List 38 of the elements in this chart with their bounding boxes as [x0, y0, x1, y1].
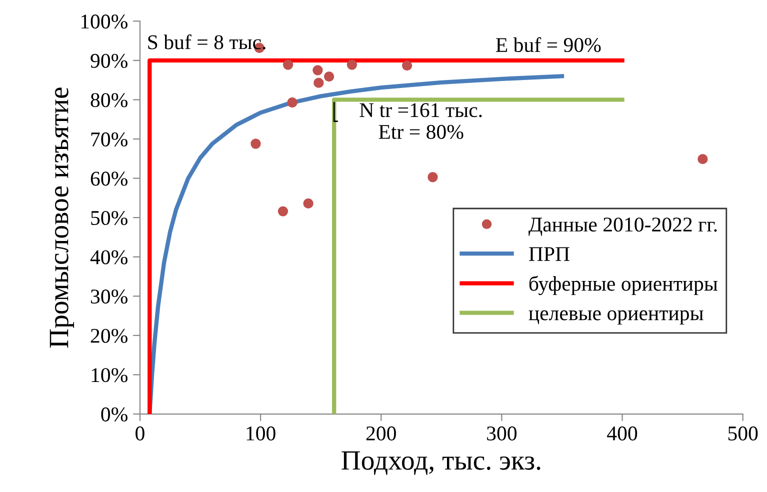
annotation: N tr =161 тыс. Etr = 80%: [360, 103, 482, 140]
x-tick-label: 100: [246, 426, 276, 440]
point: [312, 65, 323, 76]
y-tick-label: 50%: [91, 210, 128, 226]
y-tick-label: 0%: [101, 407, 128, 422]
point: [402, 60, 412, 71]
point: [250, 138, 261, 149]
y-tick-label: 30%: [90, 290, 128, 304]
y-tick-label: 80%: [90, 93, 128, 108]
legend-label: буферные ориентиры: [529, 276, 718, 296]
point: [324, 71, 334, 82]
point: [287, 97, 298, 108]
point: [303, 198, 314, 209]
x-tick-label: 500: [728, 426, 758, 440]
legend-label: ПРП: [529, 247, 570, 261]
point: [282, 60, 294, 70]
x-tick-label: 400: [607, 426, 638, 440]
y-tick-label: 90%: [90, 54, 128, 68]
point: [698, 154, 708, 164]
legend-label: Данные 2010-2022 гг.: [528, 218, 717, 236]
x-tick-label: 200: [366, 426, 396, 440]
y-tick-label: 40%: [90, 250, 128, 264]
legend-label: целевые ориентиры: [528, 310, 704, 325]
y-tick-label: 60%: [90, 172, 128, 186]
y-tick-label: 100%: [81, 14, 128, 29]
annotation: S buf = 8 тыс.: [148, 34, 266, 50]
x-tick-label: 0: [136, 426, 144, 440]
point: [428, 172, 438, 182]
y-tick-label: 70%: [91, 132, 128, 147]
point: [346, 60, 358, 70]
y-tick-label: 10%: [92, 368, 128, 382]
y-axis-title: Промысловое изъятие: [50, 88, 74, 348]
annotation: E buf = 90%: [496, 37, 601, 52]
x-axis-title: Подход, тыс. экз.: [342, 451, 540, 475]
x-tick-label: 300: [487, 426, 517, 440]
point: [278, 206, 288, 216]
point: [314, 78, 324, 88]
y-tick-label: 20%: [90, 328, 128, 343]
